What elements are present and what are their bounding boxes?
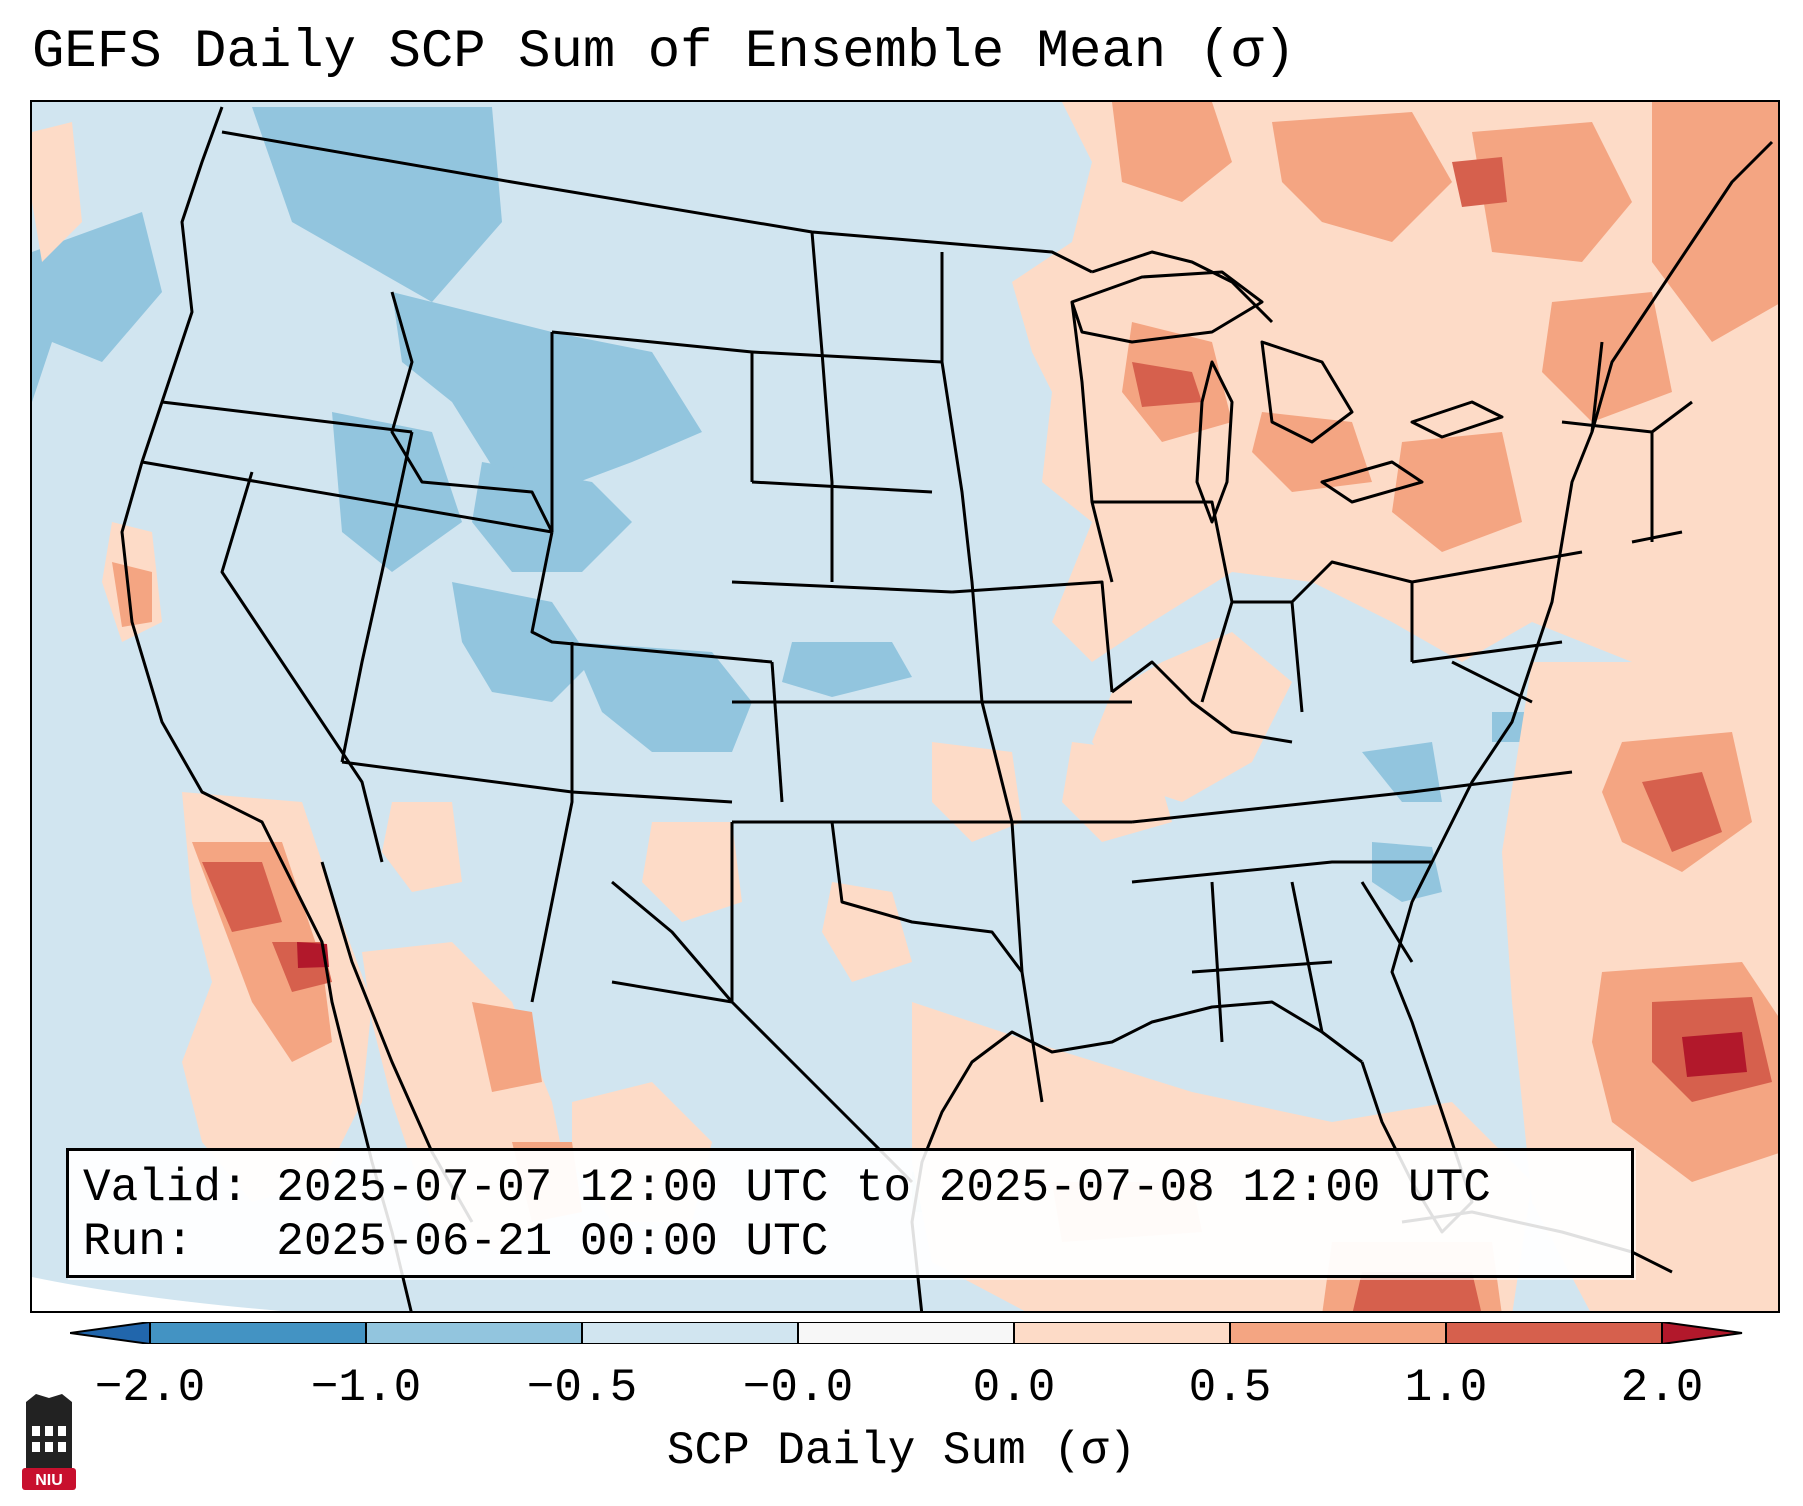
- chart-title: GEFS Daily SCP Sum of Ensemble Mean (σ): [32, 22, 1296, 83]
- colorbar-tick-label: −0.0: [742, 1362, 854, 1414]
- colorbar-bin-6: [1230, 1322, 1446, 1344]
- colorbar-tick-label: 0.5: [1188, 1362, 1272, 1414]
- colorbar-bin-7: [1446, 1322, 1662, 1344]
- colorbar-bin-4: [798, 1322, 1014, 1344]
- niu-logo: NIU: [22, 1394, 76, 1490]
- colorbar-tick-label: 1.0: [1404, 1362, 1488, 1414]
- scp-map: [32, 102, 1778, 1311]
- colorbar-bin-3: [582, 1322, 798, 1344]
- colorbar-outline: [70, 1322, 1743, 1344]
- logo-badge: [22, 1468, 76, 1490]
- map-panel: [30, 100, 1780, 1313]
- run-time-text: Run: 2025-06-21 00:00 UTC: [83, 1216, 829, 1268]
- colorbar-tick-label: −1.0: [310, 1362, 422, 1414]
- colorbar-bin-1: [150, 1322, 366, 1344]
- colorbar: [70, 1322, 1743, 1344]
- logo-text: NIU: [35, 1472, 63, 1489]
- colorbar-tick-label: −2.0: [94, 1362, 206, 1414]
- colorbar-tick-label: 0.0: [972, 1362, 1056, 1414]
- extreme-positive-regions: [297, 942, 1747, 1077]
- validity-info-box: Valid: 2025-07-07 12:00 UTC to 2025-07-0…: [66, 1148, 1634, 1278]
- logo-windows: [32, 1426, 66, 1452]
- colorbar-bin-2: [366, 1322, 582, 1344]
- colorbar-ticks: [149, 1322, 1663, 1344]
- colorbar-tick-label: −0.5: [526, 1362, 638, 1414]
- colorbar-label: SCP Daily Sum (σ): [666, 1425, 1137, 1477]
- logo-tower-top: [26, 1394, 72, 1420]
- negative-anomaly-regions: [32, 107, 1542, 1212]
- colorbar-tick-label: 2.0: [1620, 1362, 1704, 1414]
- boundaries: [120, 106, 1774, 1311]
- colorbar-extend-low: [70, 1322, 150, 1344]
- colorbar-extend-high: [1662, 1322, 1742, 1344]
- colorbar-bin-5: [1014, 1322, 1230, 1344]
- projection-edge: [32, 1277, 282, 1311]
- valid-time-text: Valid: 2025-07-07 12:00 UTC to 2025-07-0…: [83, 1162, 1491, 1214]
